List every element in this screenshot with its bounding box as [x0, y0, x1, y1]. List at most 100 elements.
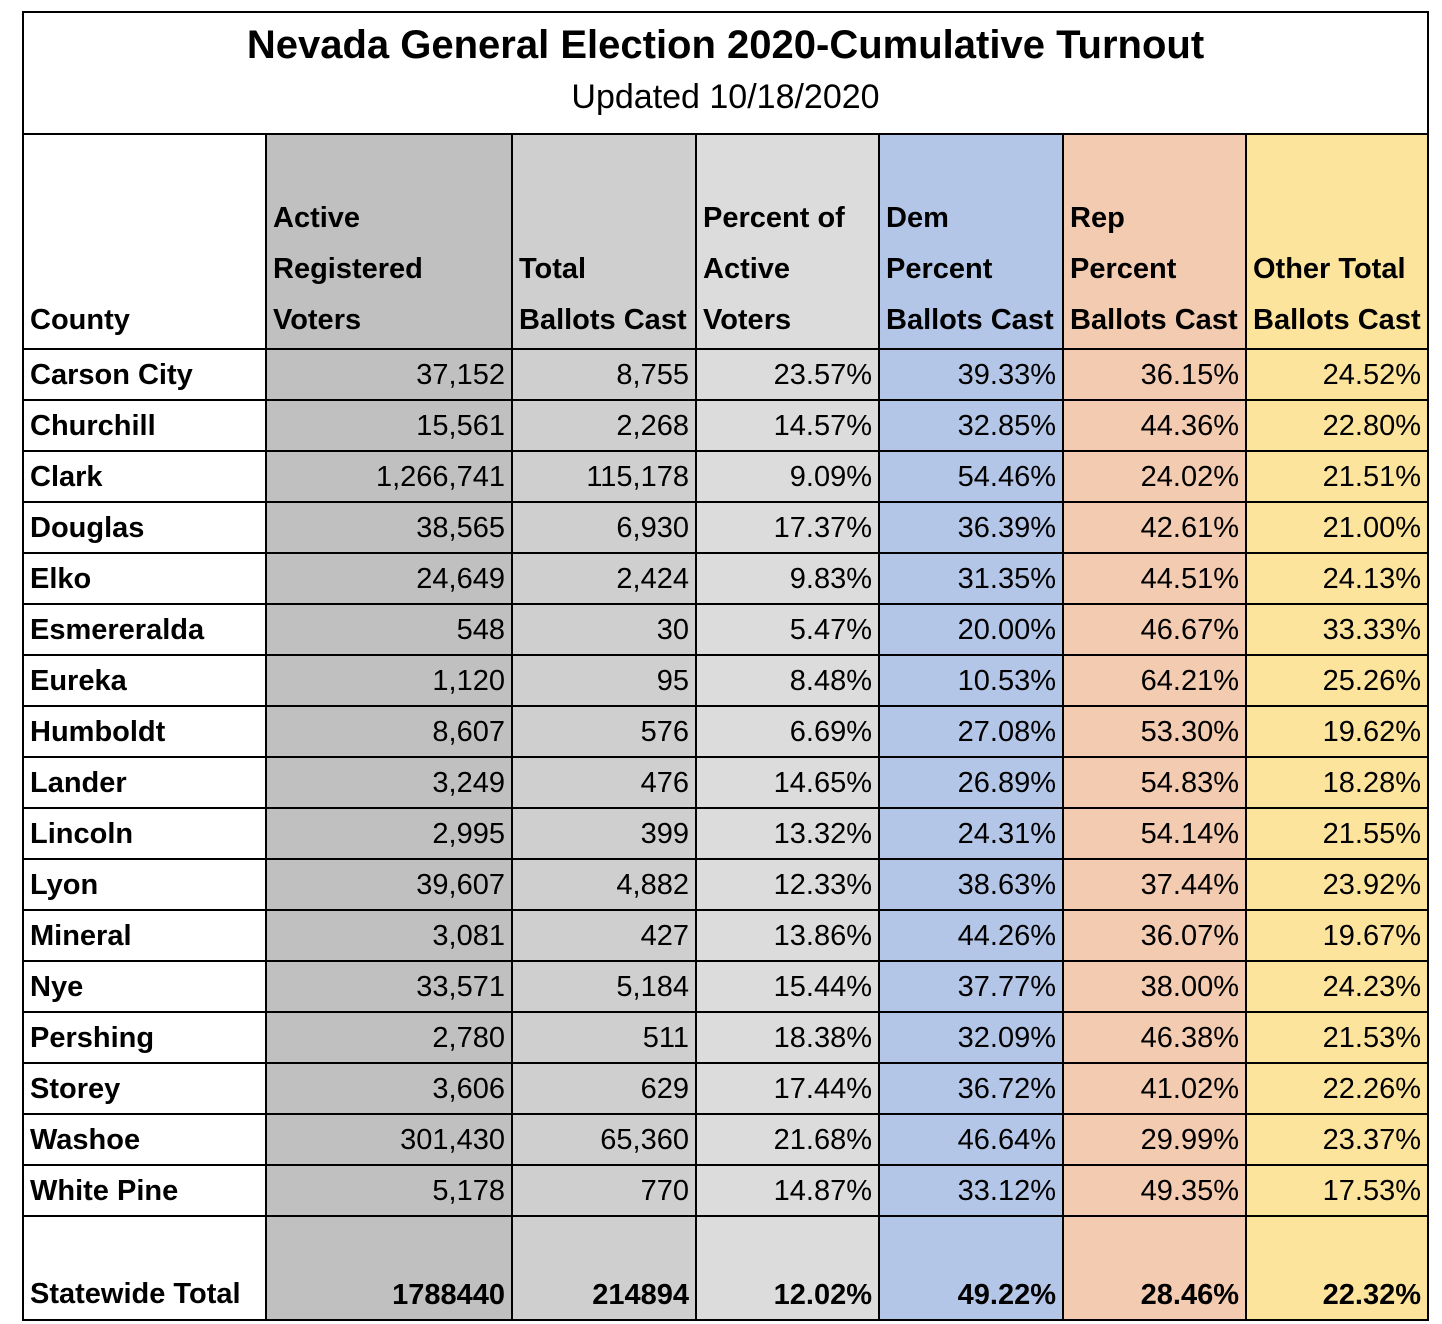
- cell-dem-percent: 10.53%: [878, 654, 1064, 707]
- cell-dem-percent: 54.46%: [878, 450, 1064, 503]
- cell-dem-percent: 26.89%: [878, 756, 1064, 809]
- cell-percent-active-voters: 23.57%: [695, 349, 880, 401]
- cell-rep-percent: 36.15%: [1062, 349, 1247, 401]
- header-percent-active-voters: Percent of Active Voters: [695, 135, 880, 350]
- cell-active-registered-voters: 5,178: [265, 1164, 513, 1217]
- cell-county: Pershing: [24, 1011, 267, 1064]
- cell-rep-percent: 49.35%: [1062, 1164, 1247, 1217]
- cell-county: Storey: [24, 1062, 267, 1115]
- cell-active-registered-voters: 8,607: [265, 705, 513, 758]
- cell-county: Humboldt: [24, 705, 267, 758]
- cell-other-total: 24.13%: [1245, 552, 1427, 605]
- cell-percent-active-voters: 15.44%: [695, 960, 880, 1013]
- cell-dem-percent: 49.22%: [878, 1215, 1064, 1319]
- cell-county: Lander: [24, 756, 267, 809]
- cell-county: Clark: [24, 450, 267, 503]
- header-county: County: [24, 135, 267, 350]
- cell-total-ballots-cast: 2,424: [511, 552, 697, 605]
- cell-total-ballots-cast: 30: [511, 603, 697, 656]
- cell-other-total: 22.26%: [1245, 1062, 1427, 1115]
- cell-county: Lincoln: [24, 807, 267, 860]
- cell-rep-percent: 44.36%: [1062, 399, 1247, 452]
- cell-total-ballots-cast: 2,268: [511, 399, 697, 452]
- cell-rep-percent: 54.14%: [1062, 807, 1247, 860]
- cell-county: Washoe: [24, 1113, 267, 1166]
- cell-county: Carson City: [24, 349, 267, 401]
- cell-percent-active-voters: 21.68%: [695, 1113, 880, 1166]
- cell-dem-percent: 37.77%: [878, 960, 1064, 1013]
- table-row: Humboldt 8,607 576 6.69% 27.08% 53.30% 19.62%: [24, 705, 1427, 758]
- cell-dem-percent: 38.63%: [878, 858, 1064, 911]
- cell-dem-percent: 46.64%: [878, 1113, 1064, 1166]
- cell-active-registered-voters: 3,606: [265, 1062, 513, 1115]
- cell-county: Eureka: [24, 654, 267, 707]
- cell-other-total: 23.37%: [1245, 1113, 1427, 1166]
- cell-active-registered-voters: 38,565: [265, 501, 513, 554]
- table-row: Douglas 38,565 6,930 17.37% 36.39% 42.61% 21.0…: [24, 501, 1427, 554]
- cell-active-registered-voters: 37,152: [265, 349, 513, 401]
- cell-dem-percent: 39.33%: [878, 349, 1064, 401]
- cell-county: Statewide Total: [24, 1215, 267, 1319]
- cell-dem-percent: 32.09%: [878, 1011, 1064, 1064]
- table-row: Lyon 39,607 4,882 12.33% 38.63% 37.44% 23.92%: [24, 858, 1427, 911]
- table-row: Carson City 37,152 8,755 23.57% 39.33% 36.15%…: [24, 349, 1427, 401]
- cell-county: White Pine: [24, 1164, 267, 1217]
- cell-county: Lyon: [24, 858, 267, 911]
- cell-total-ballots-cast: 629: [511, 1062, 697, 1115]
- cell-dem-percent: 31.35%: [878, 552, 1064, 605]
- cell-rep-percent: 28.46%: [1062, 1215, 1247, 1319]
- cell-percent-active-voters: 8.48%: [695, 654, 880, 707]
- title-block: Nevada General Election 2020-Cumulative …: [24, 13, 1427, 135]
- cell-other-total: 22.80%: [1245, 399, 1427, 452]
- table-row: Lander 3,249 476 14.65% 26.89% 54.83% 18.28%: [24, 756, 1427, 809]
- cell-percent-active-voters: 13.86%: [695, 909, 880, 962]
- cell-other-total: 25.26%: [1245, 654, 1427, 707]
- cell-total-ballots-cast: 399: [511, 807, 697, 860]
- cell-percent-active-voters: 17.44%: [695, 1062, 880, 1115]
- cell-total-ballots-cast: 4,882: [511, 858, 697, 911]
- cell-active-registered-voters: 15,561: [265, 399, 513, 452]
- cell-active-registered-voters: 39,607: [265, 858, 513, 911]
- cell-county: Elko: [24, 552, 267, 605]
- cell-active-registered-voters: 2,780: [265, 1011, 513, 1064]
- cell-active-registered-voters: 1,266,741: [265, 450, 513, 503]
- table-row: White Pine 5,178 770 14.87% 33.12% 49.35% 17.5…: [24, 1164, 1427, 1217]
- cell-percent-active-voters: 17.37%: [695, 501, 880, 554]
- cell-percent-active-voters: 12.33%: [695, 858, 880, 911]
- cell-percent-active-voters: 9.83%: [695, 552, 880, 605]
- cell-other-total: 21.51%: [1245, 450, 1427, 503]
- cell-rep-percent: 46.67%: [1062, 603, 1247, 656]
- cell-active-registered-voters: 1788440: [265, 1215, 513, 1319]
- cell-other-total: 21.55%: [1245, 807, 1427, 860]
- turnout-table: County Active Registered Voters Total Ba…: [24, 135, 1427, 1319]
- cell-active-registered-voters: 33,571: [265, 960, 513, 1013]
- statewide-total-row: Statewide Total 1788440 214894 12.02% 49.22%…: [24, 1215, 1427, 1319]
- cell-total-ballots-cast: 770: [511, 1164, 697, 1217]
- table-row: Pershing 2,780 511 18.38% 32.09% 46.38% 21.53%: [24, 1011, 1427, 1064]
- cell-percent-active-voters: 6.69%: [695, 705, 880, 758]
- cell-rep-percent: 46.38%: [1062, 1011, 1247, 1064]
- cell-other-total: 21.53%: [1245, 1011, 1427, 1064]
- cell-total-ballots-cast: 115,178: [511, 450, 697, 503]
- header-row: County Active Registered Voters Total Ba…: [24, 135, 1427, 350]
- cell-county: Mineral: [24, 909, 267, 962]
- cell-rep-percent: 42.61%: [1062, 501, 1247, 554]
- cell-percent-active-voters: 9.09%: [695, 450, 880, 503]
- cell-dem-percent: 24.31%: [878, 807, 1064, 860]
- cell-rep-percent: 29.99%: [1062, 1113, 1247, 1166]
- cell-rep-percent: 24.02%: [1062, 450, 1247, 503]
- cell-other-total: 24.23%: [1245, 960, 1427, 1013]
- cell-active-registered-voters: 548: [265, 603, 513, 656]
- cell-percent-active-voters: 14.65%: [695, 756, 880, 809]
- cell-active-registered-voters: 1,120: [265, 654, 513, 707]
- header-other-total: Other Total Ballots Cast: [1245, 135, 1427, 350]
- cell-other-total: 19.67%: [1245, 909, 1427, 962]
- cell-dem-percent: 36.39%: [878, 501, 1064, 554]
- cell-other-total: 22.32%: [1245, 1215, 1427, 1319]
- header-total-ballots-cast: Total Ballots Cast: [511, 135, 697, 350]
- cell-total-ballots-cast: 476: [511, 756, 697, 809]
- cell-total-ballots-cast: 65,360: [511, 1113, 697, 1166]
- cell-other-total: 23.92%: [1245, 858, 1427, 911]
- turnout-table-container: Nevada General Election 2020-Cumulative …: [22, 11, 1429, 1321]
- cell-total-ballots-cast: 5,184: [511, 960, 697, 1013]
